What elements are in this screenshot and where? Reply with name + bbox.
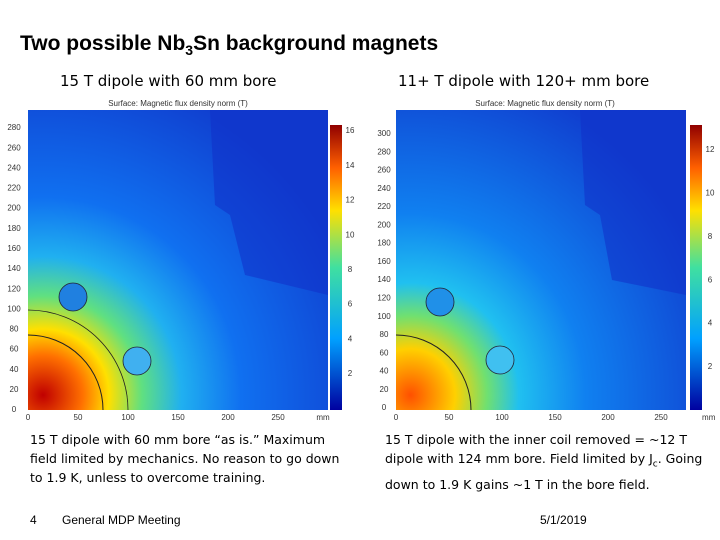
colorbar-tick-label: 4 <box>348 334 353 343</box>
y-tick-label: 140 <box>7 264 21 273</box>
title-text: Sn background magnets <box>193 32 439 55</box>
colorbar-tick-label: 2 <box>348 369 353 378</box>
panel-subtitle: 11+ T dipole with 120+ mm bore <box>398 72 650 90</box>
y-tick-label: 180 <box>7 224 21 233</box>
colorbar <box>330 125 342 410</box>
y-tick-label: 260 <box>7 143 21 152</box>
x-tick-label: 150 <box>548 413 562 420</box>
y-tick-label: 120 <box>377 294 391 303</box>
y-tick-label: 40 <box>380 367 389 376</box>
colorbar <box>690 125 702 410</box>
y-tick-label: 160 <box>7 244 21 253</box>
y-tick-label: 260 <box>377 166 391 175</box>
x-tick-label: 50 <box>74 413 83 420</box>
iron-region <box>396 110 686 295</box>
colorbar-tick-label: 10 <box>706 189 715 198</box>
x-tick-label: 250 <box>654 413 668 420</box>
x-tick-label: 0 <box>394 413 399 420</box>
colorbar-tick-label: 10 <box>346 230 355 239</box>
x-tick-label: 200 <box>601 413 615 420</box>
footer-meeting: General MDP Meeting <box>62 513 181 527</box>
y-tick-label: 240 <box>377 184 391 193</box>
hole <box>58 282 88 312</box>
hole <box>485 345 515 375</box>
y-tick-label: 0 <box>382 403 387 412</box>
x-unit: mm <box>316 413 330 420</box>
y-tick-label: 280 <box>7 123 21 132</box>
colorbar-tick-label: 6 <box>348 300 353 309</box>
field-maps: Surface: Magnetic flux density norm (T) 0… <box>7 99 716 420</box>
y-tick-label: 180 <box>377 239 391 248</box>
y-tick-label: 200 <box>377 220 391 229</box>
colorbar-tick-label: 4 <box>708 319 713 328</box>
caption-text: . Going down to 1.9 K gains ~1 T in the … <box>385 451 703 492</box>
y-tick-label: 20 <box>380 385 389 394</box>
y-tick-label: 40 <box>10 365 19 374</box>
y-tick-label: 60 <box>10 345 19 354</box>
y-tick-label: 220 <box>377 202 391 211</box>
colorbar-tick-label: 8 <box>348 265 353 274</box>
colorbar-tick-label: 12 <box>706 145 715 154</box>
colorbar-tick-label: 8 <box>708 232 713 241</box>
y-tick-label: 240 <box>7 163 21 172</box>
plot-title: Surface: Magnetic flux density norm (T) <box>475 99 615 108</box>
y-tick-label: 200 <box>7 204 21 213</box>
caption-text: 15 T dipole with the inner coil removed … <box>385 432 687 466</box>
y-tick-label: 20 <box>10 385 19 394</box>
coil-outline <box>27 309 129 411</box>
panel-subtitle: 15 T dipole with 60 mm bore <box>60 72 277 90</box>
colorbar-tick-label: 16 <box>346 126 355 135</box>
caption-text: 15 T dipole with 60 mm bore “as is.” Max… <box>30 432 340 485</box>
x-tick-label: 50 <box>445 413 454 420</box>
colorbar-tick-label: 14 <box>346 161 355 170</box>
y-tick-label: 140 <box>377 275 391 284</box>
y-tick-label: 80 <box>10 325 19 334</box>
colorbar-tick-label: 12 <box>346 196 355 205</box>
x-tick-label: 250 <box>271 413 285 420</box>
x-unit: mm <box>702 413 716 420</box>
caption-subscript: c <box>652 459 658 470</box>
plot-title: Surface: Magnetic flux density norm (T) <box>108 99 248 108</box>
x-tick-label: 100 <box>121 413 135 420</box>
footer-date: 5/1/2019 <box>540 513 587 527</box>
y-tick-label: 100 <box>377 312 391 321</box>
x-tick-label: 150 <box>171 413 185 420</box>
title-subscript: 3 <box>185 42 194 59</box>
y-tick-label: 120 <box>7 284 21 293</box>
y-tick-label: 280 <box>377 147 391 156</box>
hole <box>425 287 455 317</box>
colorbar-tick-label: 2 <box>708 362 713 371</box>
hole <box>122 346 152 376</box>
iron-region <box>28 110 328 295</box>
y-tick-label: 160 <box>377 257 391 266</box>
coil-outline <box>27 334 104 411</box>
y-tick-label: 0 <box>12 405 17 414</box>
slide-title: Two possible Nb3Sn background magnets <box>20 32 438 58</box>
colorbar-tick-label: 6 <box>708 275 713 284</box>
x-tick-label: 100 <box>495 413 509 420</box>
y-tick-label: 220 <box>7 184 21 193</box>
y-tick-label: 300 <box>377 129 391 138</box>
y-tick-label: 80 <box>380 330 389 339</box>
caption: 15 T dipole with 60 mm bore “as is.” Max… <box>30 430 355 487</box>
y-tick-label: 100 <box>7 304 21 313</box>
caption: 15 T dipole with the inner coil removed … <box>385 430 710 494</box>
title-text: Two possible Nb <box>20 32 186 55</box>
page-number: 4 <box>30 513 37 527</box>
coil-outline <box>395 334 472 411</box>
y-tick-label: 60 <box>380 348 389 357</box>
x-tick-label: 0 <box>26 413 31 420</box>
x-tick-label: 200 <box>221 413 235 420</box>
